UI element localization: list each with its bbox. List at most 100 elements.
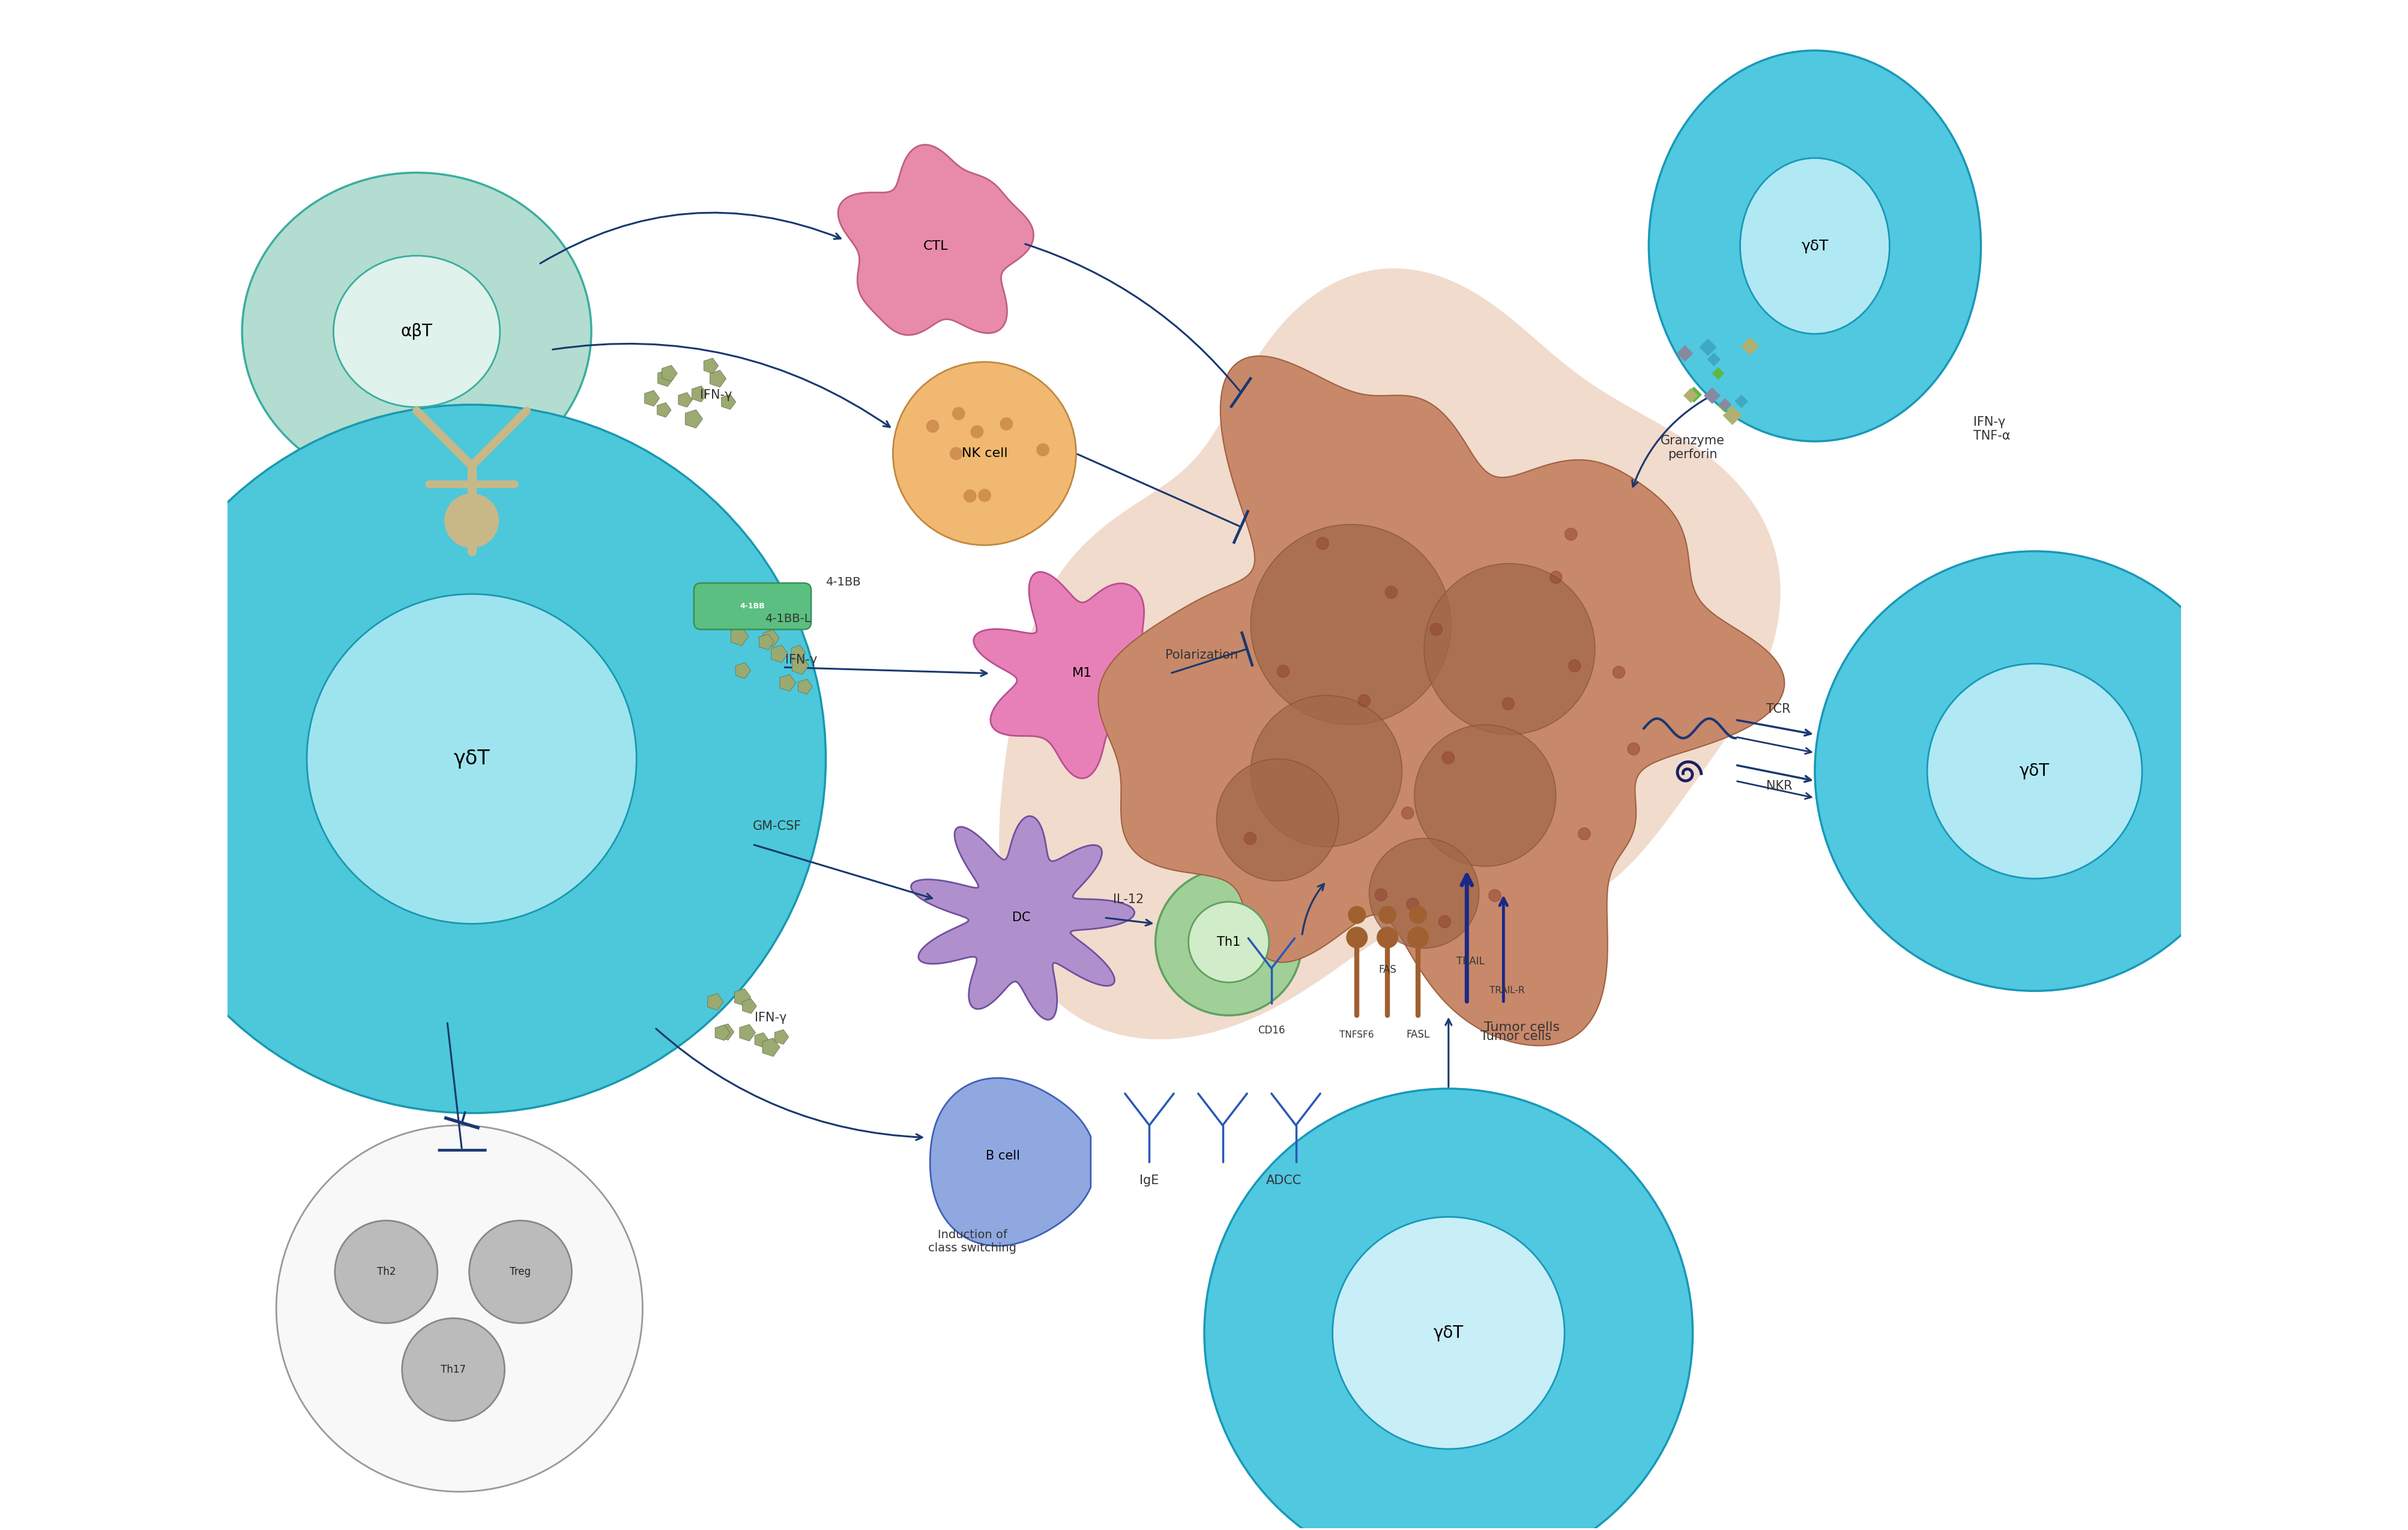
Polygon shape [1702, 387, 1719, 404]
Text: DC: DC [1011, 912, 1031, 924]
Circle shape [1368, 838, 1479, 949]
Polygon shape [708, 993, 722, 1010]
Text: IFN-γ: IFN-γ [785, 653, 816, 666]
Text: γδT: γδT [1433, 1325, 1464, 1342]
Text: IFN-γ: IFN-γ [701, 389, 732, 401]
Ellipse shape [1813, 551, 2254, 991]
Ellipse shape [1332, 1216, 1565, 1449]
Polygon shape [771, 646, 787, 662]
Text: Th1: Th1 [1216, 936, 1240, 949]
Text: γδT: γδT [1801, 239, 1828, 252]
Ellipse shape [1204, 1089, 1693, 1530]
Circle shape [951, 407, 966, 419]
Circle shape [335, 1221, 438, 1323]
Circle shape [1245, 832, 1257, 845]
Polygon shape [1686, 387, 1702, 402]
Text: TRAIL-R: TRAIL-R [1488, 987, 1524, 994]
Circle shape [1568, 659, 1580, 672]
Polygon shape [1712, 367, 1724, 379]
Circle shape [1276, 666, 1288, 678]
Circle shape [1317, 537, 1329, 549]
Text: Polarization: Polarization [1165, 649, 1238, 661]
Polygon shape [691, 386, 708, 402]
Circle shape [1250, 695, 1401, 846]
Polygon shape [734, 662, 751, 678]
Text: IFN-γ
TNF-α: IFN-γ TNF-α [1972, 416, 2011, 442]
Circle shape [1358, 695, 1370, 707]
Polygon shape [1722, 405, 1741, 425]
Text: 4-1BB: 4-1BB [739, 603, 766, 610]
Circle shape [1401, 806, 1413, 819]
Circle shape [1406, 898, 1418, 910]
Circle shape [1348, 906, 1365, 924]
Circle shape [1385, 586, 1397, 598]
Polygon shape [763, 1037, 780, 1057]
Circle shape [1503, 698, 1515, 710]
Text: B cell: B cell [985, 1151, 1019, 1161]
Circle shape [402, 1319, 506, 1421]
Circle shape [1406, 927, 1428, 949]
Text: NKR: NKR [1765, 780, 1792, 793]
Polygon shape [1098, 356, 1784, 1045]
Text: GM-CSF: GM-CSF [751, 820, 802, 832]
Ellipse shape [332, 256, 501, 407]
FancyBboxPatch shape [694, 583, 811, 629]
Text: FASL: FASL [1406, 1030, 1430, 1040]
Text: 4-1BB: 4-1BB [826, 577, 860, 588]
Ellipse shape [1649, 50, 1979, 441]
Ellipse shape [1156, 869, 1303, 1016]
Text: γδT: γδT [453, 750, 489, 768]
Polygon shape [973, 572, 1192, 779]
Circle shape [1377, 906, 1397, 924]
Circle shape [1438, 915, 1450, 927]
Circle shape [1409, 906, 1426, 924]
Circle shape [1430, 623, 1442, 635]
Circle shape [277, 1125, 643, 1492]
Circle shape [1628, 742, 1640, 754]
Polygon shape [754, 1033, 768, 1048]
Polygon shape [718, 1024, 734, 1040]
Polygon shape [730, 627, 749, 646]
Text: IL-12: IL-12 [1112, 894, 1144, 906]
Circle shape [1250, 525, 1450, 725]
Text: Treg: Treg [510, 1267, 530, 1278]
Ellipse shape [1739, 158, 1890, 334]
Polygon shape [742, 999, 756, 1013]
Polygon shape [1741, 337, 1758, 355]
Polygon shape [838, 145, 1033, 335]
Circle shape [1216, 759, 1339, 881]
Circle shape [1548, 571, 1560, 583]
Text: ADCC: ADCC [1267, 1175, 1300, 1186]
Polygon shape [1717, 399, 1731, 412]
Polygon shape [657, 370, 674, 387]
Text: αβT: αβT [400, 323, 433, 340]
Circle shape [970, 425, 982, 438]
Circle shape [1413, 725, 1556, 866]
Text: TRAIL: TRAIL [1457, 956, 1483, 967]
Polygon shape [792, 656, 809, 675]
Text: NK cell: NK cell [961, 448, 1007, 459]
Polygon shape [679, 392, 691, 407]
Polygon shape [792, 646, 804, 659]
Circle shape [1423, 563, 1594, 734]
Circle shape [1377, 927, 1397, 949]
Polygon shape [662, 366, 677, 381]
Text: FAS: FAS [1377, 964, 1397, 975]
Ellipse shape [306, 594, 636, 924]
Circle shape [893, 363, 1076, 545]
Ellipse shape [1926, 664, 2141, 878]
Polygon shape [739, 1024, 756, 1040]
Text: Tumor cells: Tumor cells [1483, 1022, 1560, 1034]
Text: TCR: TCR [1765, 702, 1789, 715]
Polygon shape [734, 988, 751, 1005]
Polygon shape [710, 370, 725, 387]
Circle shape [445, 494, 498, 548]
Polygon shape [1698, 338, 1717, 356]
Polygon shape [1707, 352, 1719, 366]
Circle shape [1375, 889, 1387, 901]
Text: Tumor cells: Tumor cells [1481, 1030, 1551, 1042]
Circle shape [1035, 444, 1050, 456]
Circle shape [1488, 889, 1500, 901]
Polygon shape [1676, 346, 1693, 361]
Ellipse shape [1187, 901, 1269, 982]
